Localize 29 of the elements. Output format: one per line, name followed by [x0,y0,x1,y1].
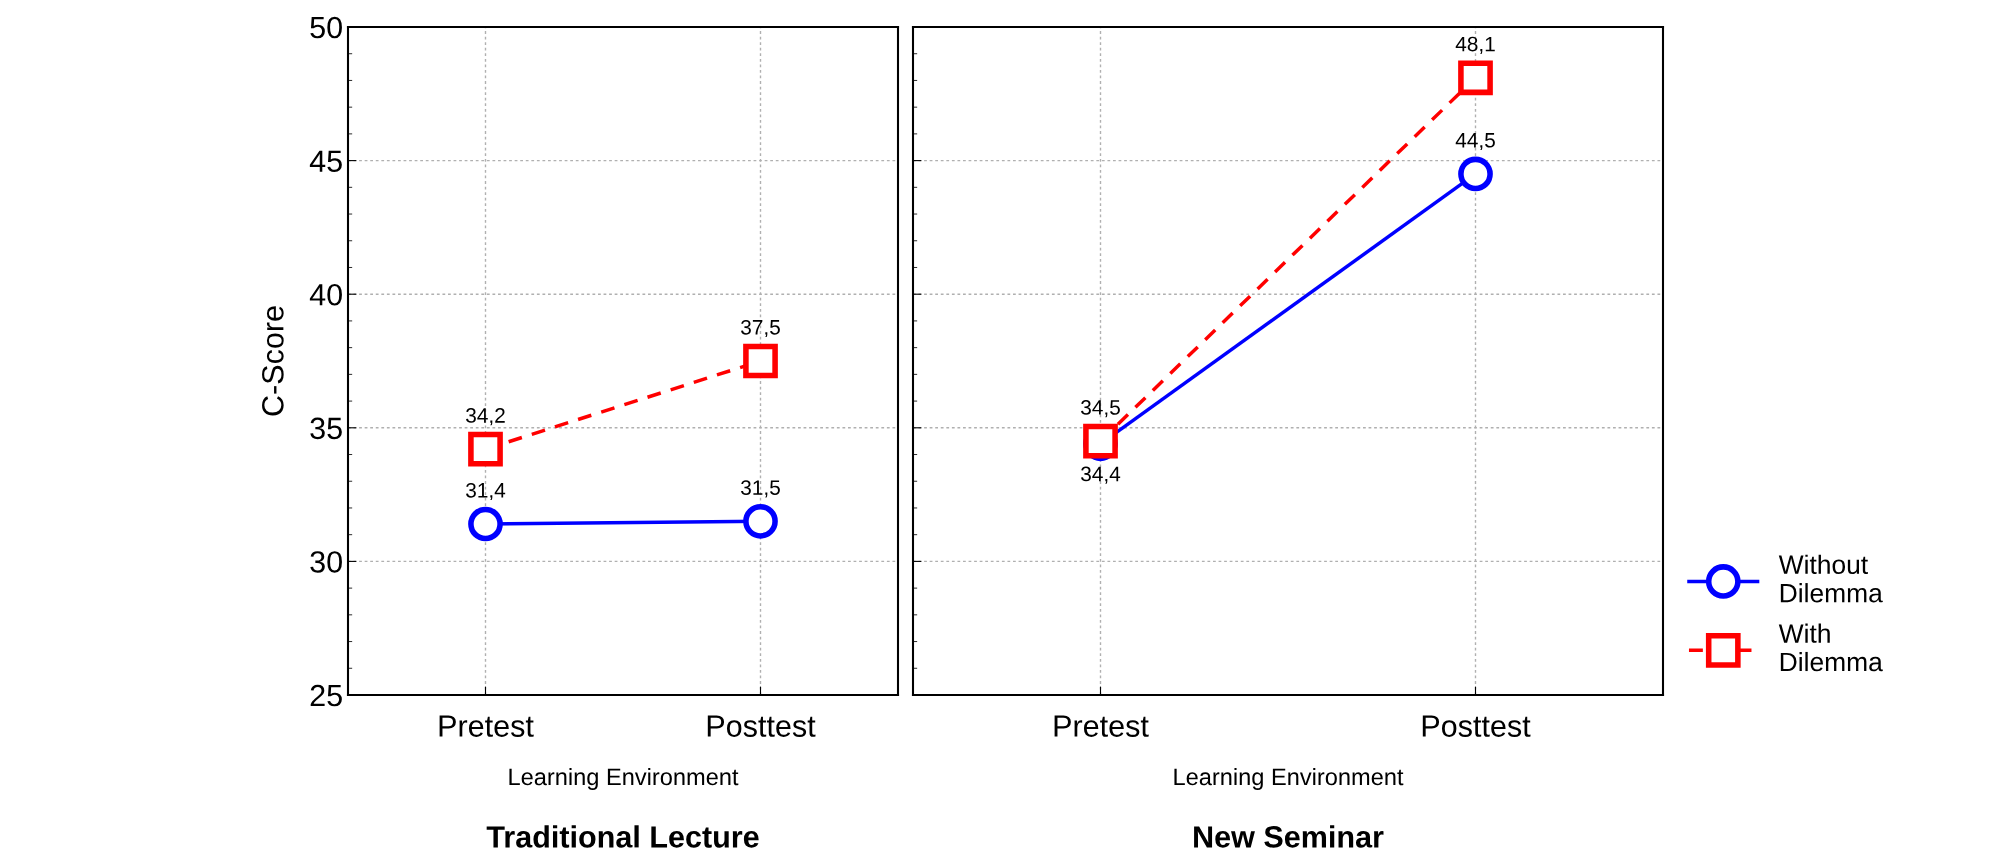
data-label: 44,5 [1455,133,1495,151]
y-axis-title: C-Score [262,306,284,416]
text: Traditional Lecture [486,825,759,848]
data-label: 34,5 [1081,400,1120,418]
legend-label: Without Dilemma [1778,554,1883,603]
x-axis-title: Learning Environment [1174,767,1404,790]
data-label: 37,5 [741,319,780,338]
data-label: 31,5 [741,480,780,498]
x-tick-label: Posttest [1422,715,1531,737]
y-tick-label: 50 [310,16,342,39]
data-label: 34,2 [466,408,505,426]
point [468,506,503,542]
x-tick-label: Pretest [1054,715,1149,737]
x-tick-label: Pretest [439,715,534,737]
legend-label: With Dilemma [1778,623,1883,672]
y-tick-label: 45 [309,150,342,172]
text: New Seminar [1194,825,1384,848]
data-label: 48,1 [1455,36,1495,54]
x-tick-label: Posttest [707,715,816,737]
y-tick-label: 40 [309,283,342,306]
point [468,431,503,467]
y-tick-label: 35 [310,417,342,440]
data-label: 34,4 [1081,466,1121,484]
x-axis-title: Learning Environment [509,767,739,790]
y-tick-label: 30 [310,551,342,573]
y-tick-label: 25 [310,684,342,707]
point [743,343,778,379]
data-label: 31,4 [466,482,506,501]
point [743,503,778,539]
